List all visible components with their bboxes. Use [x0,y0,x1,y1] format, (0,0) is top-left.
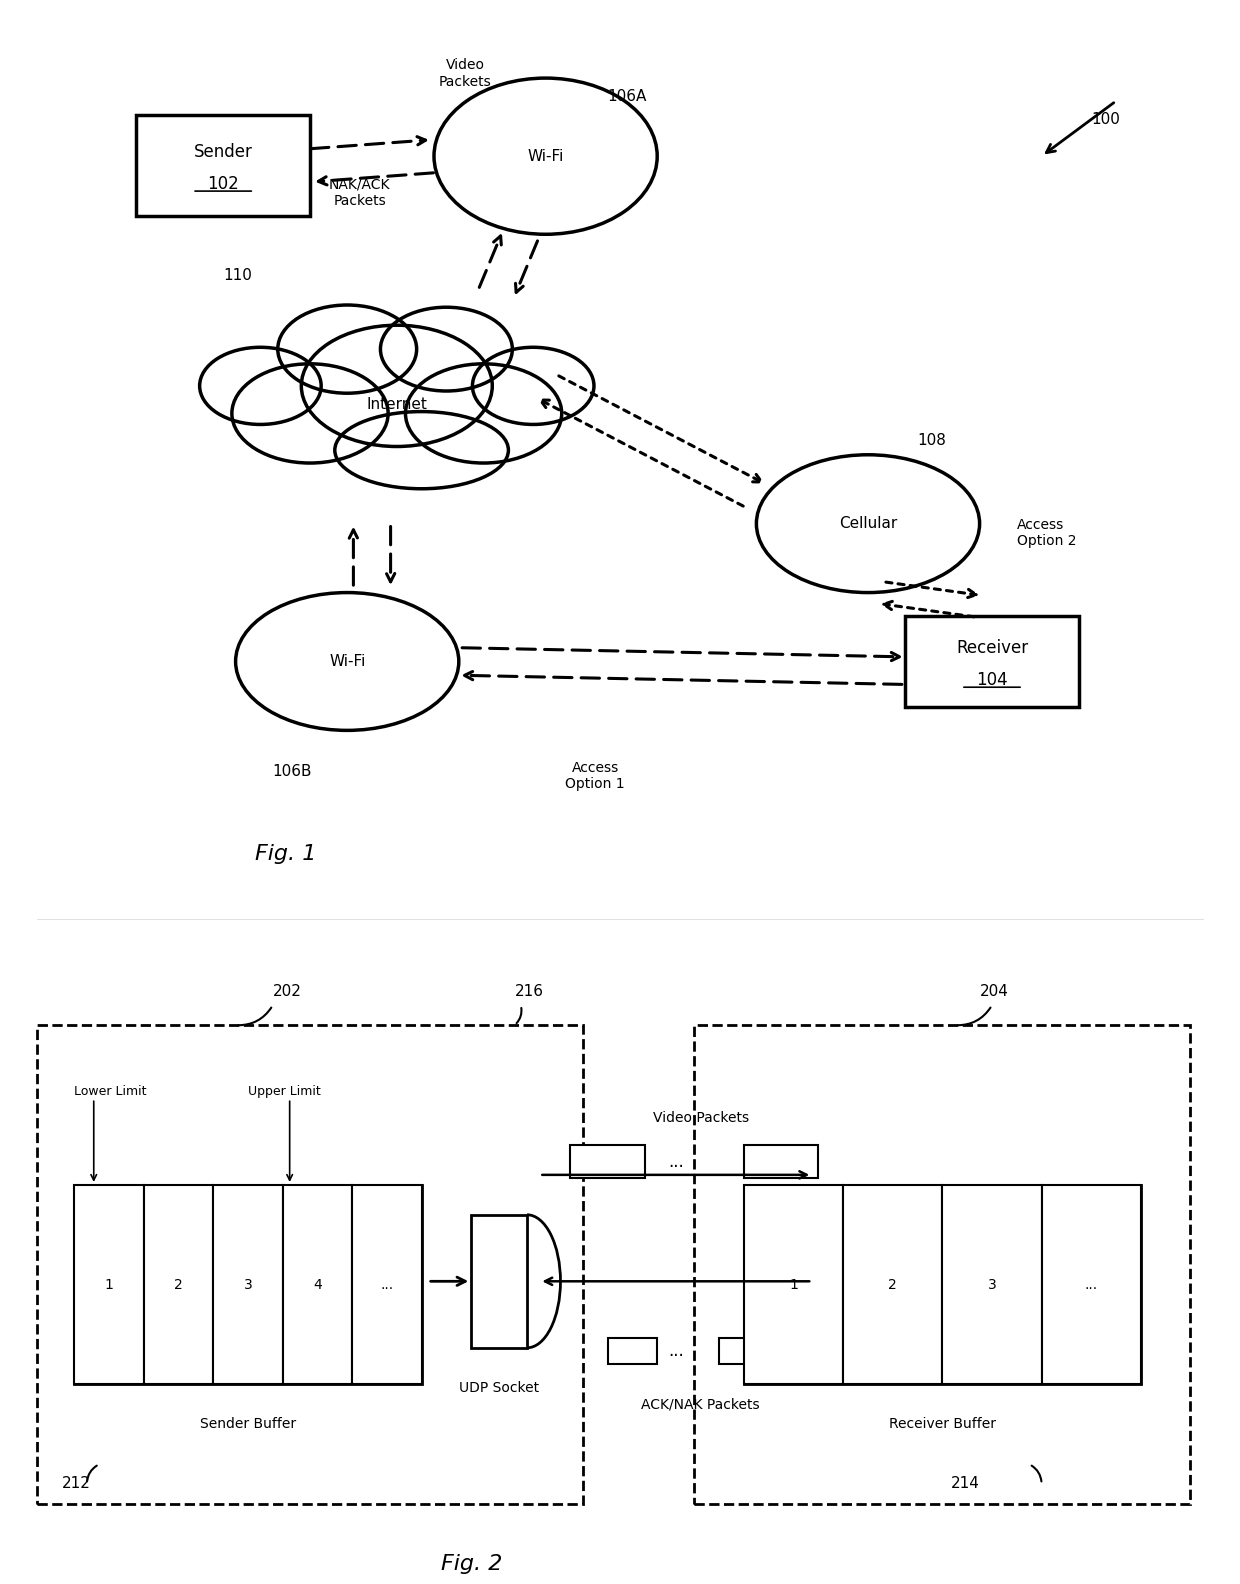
Bar [405,1053,451,1095]
Text: Fig. 1: Fig. 1 [254,844,316,865]
Ellipse shape [381,307,512,391]
Bar [719,1338,769,1364]
Text: Access
Option 2: Access Option 2 [1017,518,1076,548]
Text: 202: 202 [273,984,301,998]
Bar [136,116,310,215]
Text: Cellular: Cellular [839,516,897,531]
Text: Wi-Fi: Wi-Fi [527,149,564,163]
FancyBboxPatch shape [694,1025,1190,1505]
Bar [408,1055,449,1091]
Ellipse shape [301,325,492,447]
Text: 214: 214 [951,1476,980,1491]
Text: Receiver Buffer: Receiver Buffer [889,1418,996,1432]
Ellipse shape [236,592,459,730]
Bar [408,1055,449,1091]
Text: Video Packets: Video Packets [652,1112,749,1125]
Text: Sender: Sender [193,143,253,160]
Text: Sender Buffer: Sender Buffer [200,1418,296,1432]
Text: UDP Socket: UDP Socket [459,1381,539,1396]
Bar [744,1145,818,1178]
Text: NAK/ACK
Packets: NAK/ACK Packets [329,177,391,208]
Ellipse shape [405,364,562,463]
Bar [408,1055,449,1091]
Bar [352,1185,422,1384]
Bar [74,1185,144,1384]
Ellipse shape [472,347,594,425]
Text: Lower Limit: Lower Limit [74,1085,146,1098]
Bar [942,1185,1042,1384]
Text: 3: 3 [243,1278,253,1291]
Bar [408,1055,449,1091]
Bar [608,1338,657,1364]
Text: 106A: 106A [608,89,647,105]
Bar [144,1185,213,1384]
Text: ...: ... [668,1153,683,1171]
Bar [405,1053,450,1095]
Ellipse shape [200,347,321,425]
Text: Fig. 2: Fig. 2 [440,1554,502,1574]
Ellipse shape [756,455,980,592]
Text: Video
Packets: Video Packets [439,59,491,89]
Text: 102: 102 [207,174,239,193]
Text: 108: 108 [918,434,946,448]
Text: 2: 2 [888,1278,898,1291]
Text: 216: 216 [515,984,543,998]
Text: 106B: 106B [273,763,312,779]
Bar [283,1185,352,1384]
FancyBboxPatch shape [37,1025,583,1505]
Text: 104: 104 [976,672,1008,689]
Text: 212: 212 [62,1476,91,1491]
Text: 1: 1 [104,1278,114,1291]
Bar [905,616,1079,708]
Text: 100: 100 [1091,112,1120,127]
Text: 2: 2 [174,1278,184,1291]
Bar [74,1185,422,1384]
Text: ...: ... [381,1278,393,1291]
Bar [570,1145,645,1178]
Bar [744,1185,1141,1384]
Text: ...: ... [668,1342,683,1361]
Text: 3: 3 [987,1278,997,1291]
Text: Wi-Fi: Wi-Fi [329,654,366,668]
Bar [405,1053,450,1095]
Text: Access
Option 1: Access Option 1 [565,762,625,792]
Bar [1042,1185,1141,1384]
Text: Receiver: Receiver [956,638,1028,657]
Bar [408,1055,449,1091]
Bar [213,1185,283,1384]
Text: 204: 204 [980,984,1008,998]
Ellipse shape [232,364,388,463]
Text: Internet: Internet [366,396,428,412]
FancyBboxPatch shape [471,1215,527,1348]
Ellipse shape [335,412,508,489]
Bar [744,1185,843,1384]
Text: ACK/NAK Packets: ACK/NAK Packets [641,1397,760,1411]
Ellipse shape [434,78,657,234]
Ellipse shape [278,306,417,393]
Text: Upper Limit: Upper Limit [248,1085,321,1098]
Bar [408,1055,449,1091]
Text: 1: 1 [789,1278,799,1291]
Text: 4: 4 [312,1278,322,1291]
Bar [405,1053,451,1095]
Bar [843,1185,942,1384]
Text: ...: ... [1085,1278,1097,1291]
Text: 110: 110 [223,268,252,284]
